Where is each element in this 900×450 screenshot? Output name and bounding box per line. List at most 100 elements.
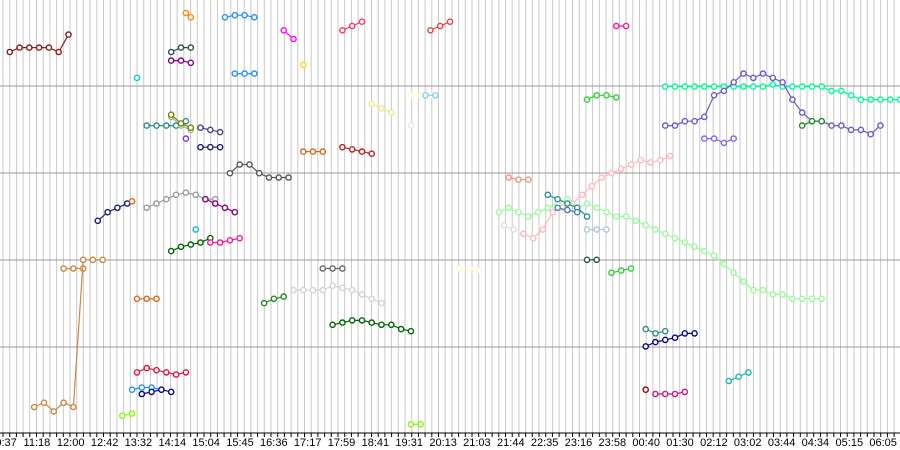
- data-point: [133, 295, 141, 303]
- series-48: [260, 293, 288, 307]
- data-point: [226, 169, 234, 177]
- data-point: [857, 96, 865, 103]
- data-point: [358, 18, 366, 26]
- series-35: [500, 221, 517, 233]
- data-point: [613, 22, 620, 30]
- data-point: [70, 265, 77, 272]
- data-point: [348, 22, 356, 30]
- series-44: [583, 256, 601, 264]
- data-point: [187, 59, 195, 67]
- data-point: [710, 135, 718, 142]
- data-point: [613, 94, 620, 101]
- data-point: [260, 299, 268, 307]
- series-3: [280, 26, 297, 43]
- series-23: [182, 135, 190, 142]
- series-50: [329, 317, 415, 335]
- data-point: [221, 13, 229, 21]
- series-51: [456, 265, 483, 274]
- x-tick-label: 15:04: [192, 437, 220, 449]
- series-line: [97, 202, 128, 222]
- data-point: [299, 61, 307, 69]
- data-point: [769, 81, 777, 88]
- data-point: [593, 92, 601, 99]
- data-point: [182, 135, 190, 142]
- data-point: [549, 208, 557, 216]
- x-tick-label: 18:41: [362, 437, 390, 449]
- data-point: [647, 159, 654, 166]
- data-point: [867, 96, 875, 103]
- data-point: [177, 44, 185, 51]
- data-point: [270, 295, 278, 303]
- data-point: [407, 420, 415, 428]
- data-point: [637, 156, 645, 164]
- data-point: [725, 377, 733, 385]
- x-tick-label: 11:18: [24, 437, 51, 449]
- series-58: [138, 386, 175, 398]
- series-line: [293, 285, 382, 304]
- data-point: [525, 213, 532, 220]
- data-point: [339, 319, 346, 326]
- data-point: [133, 369, 141, 376]
- series-24: [197, 143, 224, 151]
- data-point: [642, 221, 650, 229]
- x-tick-label: 22:35: [531, 437, 559, 449]
- data-point: [779, 291, 786, 298]
- series-0: [6, 31, 72, 56]
- data-point: [466, 265, 473, 272]
- data-point: [407, 122, 415, 129]
- data-point: [30, 403, 38, 411]
- data-point: [808, 83, 816, 90]
- data-point: [275, 174, 283, 181]
- data-point: [617, 165, 625, 173]
- data-point: [422, 92, 429, 99]
- data-point: [525, 176, 532, 183]
- data-point: [162, 122, 170, 129]
- data-point: [622, 22, 630, 30]
- data-point: [226, 236, 234, 244]
- data-point: [593, 204, 601, 212]
- data-point: [583, 213, 591, 220]
- data-point: [348, 317, 356, 324]
- series-9: [167, 57, 195, 67]
- data-point: [417, 420, 425, 428]
- series-22: [197, 124, 224, 136]
- data-point: [710, 252, 718, 259]
- x-tick-label: 06:05: [869, 437, 897, 449]
- data-point: [554, 204, 561, 212]
- data-point: [94, 217, 102, 225]
- data-point: [691, 330, 698, 337]
- data-point: [25, 44, 33, 51]
- data-point: [520, 230, 527, 238]
- data-point: [187, 241, 195, 248]
- data-point: [583, 96, 591, 103]
- series-38: [128, 197, 136, 205]
- data-point: [847, 126, 855, 134]
- data-point: [544, 191, 552, 199]
- data-point: [339, 265, 346, 272]
- data-point: [515, 208, 522, 216]
- data-point: [652, 226, 659, 233]
- data-point: [603, 226, 610, 233]
- data-point: [250, 70, 258, 77]
- series-line: [205, 198, 236, 213]
- data-point: [197, 239, 204, 246]
- data-point: [241, 70, 248, 77]
- x-tick-label: 19:31: [395, 437, 423, 449]
- data-point: [138, 390, 146, 398]
- data-point: [280, 293, 288, 300]
- series-12: [583, 92, 620, 103]
- data-point: [162, 369, 170, 376]
- data-point: [60, 399, 67, 407]
- data-point: [45, 44, 53, 51]
- data-point: [329, 321, 336, 329]
- series-21: [167, 111, 195, 131]
- series-29: [226, 161, 292, 181]
- x-tick-label: 23:16: [565, 437, 593, 449]
- series-line: [141, 389, 172, 395]
- data-point: [255, 169, 263, 177]
- data-point: [60, 265, 67, 272]
- data-point: [70, 403, 77, 411]
- data-point: [16, 44, 23, 51]
- data-point: [750, 74, 757, 82]
- series-40: [202, 195, 239, 216]
